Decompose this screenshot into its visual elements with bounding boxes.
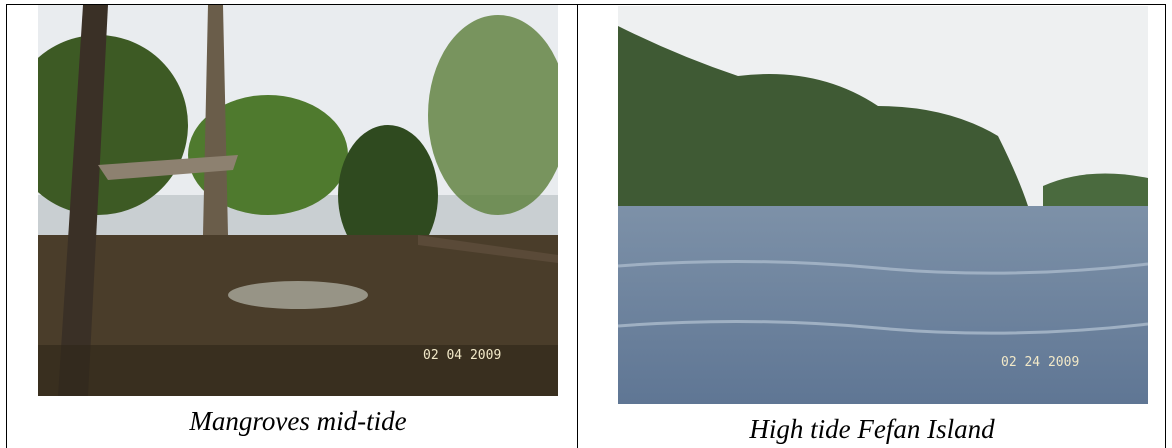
caption: Mangroves mid-tide bbox=[38, 406, 558, 437]
cell-divider bbox=[577, 4, 578, 448]
photo-stamp: 02 24 2009 bbox=[1001, 355, 1079, 370]
photo-stamp: 02 04 2009 bbox=[423, 348, 501, 363]
photo-high-tide: 02 24 2009 bbox=[618, 6, 1148, 404]
page: 02 04 2009 Mangroves mid-tide 02 24 2009… bbox=[0, 0, 1172, 448]
photo-mangroves: 02 04 2009 bbox=[38, 5, 558, 396]
caption: High tide Fefan Island bbox=[578, 414, 1166, 445]
